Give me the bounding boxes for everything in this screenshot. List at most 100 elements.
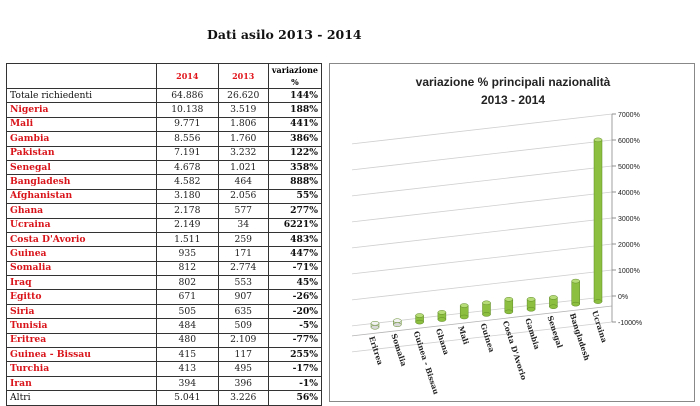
- row-2014: 671: [155, 289, 219, 305]
- row-name: Egitto: [6, 289, 157, 305]
- row-2014: 4.678: [155, 159, 219, 176]
- bar-base: [415, 319, 424, 325]
- table-row: Totale richiedenti 64.886 26.620 144%: [6, 87, 323, 104]
- row-2013: 2.774: [217, 260, 269, 277]
- y-tick-label: 1000%: [618, 268, 640, 275]
- row-2014: 7.191: [155, 145, 219, 161]
- grid-line: [351, 165, 613, 197]
- table-row: Iran 394 396 -1%: [6, 375, 323, 392]
- y-tick-label: 6000%: [618, 138, 640, 145]
- y-tick-label: 0%: [618, 294, 628, 301]
- row-2013: 2.109: [217, 332, 269, 349]
- bar-bangladesh: [571, 278, 580, 307]
- page-title: Dati asilo 2013 - 2014: [207, 27, 362, 42]
- row-2013: 907: [217, 289, 269, 305]
- row-2014: 10.138: [155, 102, 219, 118]
- table-row: Turchia 413 495 -17%: [6, 361, 323, 377]
- bar-somalia: [393, 318, 402, 327]
- grid-line: [351, 191, 613, 223]
- row-2013: 171: [217, 246, 269, 262]
- bar-base: [526, 307, 536, 312]
- row-name: Iran: [6, 375, 157, 392]
- bar-cap: [437, 310, 447, 315]
- y-tick-label: 3000%: [618, 216, 640, 223]
- bar-guinea-bissau: [415, 313, 424, 325]
- row-variazione: -20%: [267, 303, 323, 320]
- row-name: Nigeria: [6, 102, 157, 118]
- row-2014: 812: [155, 260, 219, 277]
- row-variazione: 888%: [267, 174, 323, 190]
- row-2014: 8.556: [155, 131, 219, 147]
- category-label: Mali: [456, 325, 470, 346]
- bar-costa-d-avorio: [504, 297, 514, 315]
- table-row: Nigeria 10.138 3.519 188%: [6, 102, 323, 118]
- row-2014: 9.771: [155, 116, 219, 133]
- row-2013: 3.519: [217, 102, 269, 118]
- row-2014: 2.149: [155, 217, 219, 233]
- table-row: Guinea 935 171 447%: [6, 246, 323, 262]
- row-2013: 2.056: [217, 188, 269, 205]
- row-variazione: 483%: [267, 231, 323, 248]
- grid-line: [351, 321, 613, 353]
- bar-cap: [526, 297, 536, 302]
- row-variazione: -5%: [267, 318, 323, 334]
- row-name: Bangladesh: [6, 174, 157, 190]
- row-name: Ucraina: [6, 217, 157, 233]
- row-variazione: 56%: [267, 390, 323, 406]
- row-name: Guinea: [6, 246, 157, 262]
- category-label: Ghana: [434, 327, 451, 356]
- table-row: Eritrea 480 2.109 -77%: [6, 332, 323, 349]
- row-2014: 415: [155, 347, 219, 363]
- bar-base: [459, 314, 469, 320]
- row-2013: 34: [217, 217, 269, 233]
- row-variazione: 447%: [267, 246, 323, 262]
- header-variazione: variazione %: [267, 63, 323, 89]
- row-2013: 3.232: [217, 145, 269, 161]
- bar-gambia: [526, 297, 536, 312]
- table-row: Costa D'Avorio 1.511 259 483%: [6, 231, 323, 248]
- bar-base: [482, 312, 491, 317]
- table-row: Iraq 802 553 45%: [6, 275, 323, 291]
- y-tick-label: 2000%: [618, 242, 640, 249]
- chart-subtitle: 2013 - 2014: [481, 93, 545, 107]
- row-variazione: -71%: [267, 260, 323, 277]
- category-label: Bangladesh: [568, 312, 592, 362]
- row-variazione: -17%: [267, 361, 323, 377]
- bar-cap: [593, 137, 603, 143]
- row-variazione: 55%: [267, 188, 323, 205]
- table-row: Siria 505 635 -20%: [6, 303, 323, 320]
- row-name: Pakistan: [6, 145, 157, 161]
- row-2014: 4.582: [155, 174, 219, 190]
- table-row: Altri 5.041 3.226 56%: [6, 390, 323, 406]
- bar-cap: [549, 295, 558, 300]
- y-tick-label: 5000%: [618, 164, 640, 171]
- row-2013: 635: [217, 303, 269, 320]
- row-variazione: 255%: [267, 347, 323, 363]
- y-tick-label: -1000%: [618, 320, 642, 327]
- bar-ghana: [437, 310, 447, 322]
- row-variazione: 441%: [267, 116, 323, 133]
- row-2013: 26.620: [217, 87, 269, 104]
- category-label: Guinea: [479, 322, 497, 353]
- table-header-row: 2014 2013 variazione %: [6, 63, 323, 89]
- bar-base: [393, 322, 402, 327]
- bar-cap: [459, 303, 469, 308]
- row-variazione: 188%: [267, 102, 323, 118]
- table-body: Totale richiedenti 64.886 26.620 144% Nigeri…: [6, 87, 323, 406]
- table-row: Gambia 8.556 1.760 386%: [6, 131, 323, 147]
- table-row: Egitto 671 907 -26%: [6, 289, 323, 305]
- table-row: Somalia 812 2.774 -71%: [6, 260, 323, 277]
- table-row: Pakistan 7.191 3.232 122%: [6, 145, 323, 161]
- header-2013: 2013: [217, 63, 269, 89]
- row-variazione: -26%: [267, 289, 323, 305]
- bar-guinea: [482, 300, 491, 317]
- row-2013: 577: [217, 203, 269, 219]
- row-variazione: 122%: [267, 145, 323, 161]
- row-variazione: 386%: [267, 131, 323, 147]
- grid-line: [351, 113, 613, 145]
- row-2013: 509: [217, 318, 269, 334]
- grid-line: [351, 217, 613, 249]
- bar-base: [504, 309, 514, 315]
- table-row: Ucraina 2.149 34 6221%: [6, 217, 323, 233]
- bar-eritrea: [370, 321, 380, 330]
